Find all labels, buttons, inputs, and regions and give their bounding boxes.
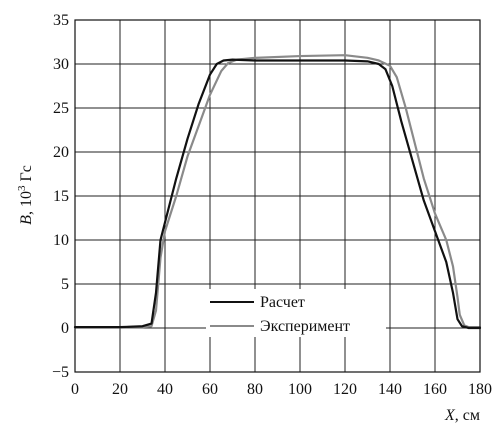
x-tick-label: 100	[288, 381, 312, 398]
x-tick-label: 60	[202, 381, 218, 398]
legend-background	[206, 289, 386, 337]
y-tick-label: 35	[53, 12, 69, 29]
x-axis-var: X	[444, 407, 456, 424]
x-axis-label: X, см	[444, 407, 480, 424]
x-axis-unit: , см	[455, 407, 480, 424]
x-tick-label: 80	[247, 381, 263, 398]
y-tick-label: −5	[52, 364, 69, 381]
series-line-exp	[73, 54, 482, 329]
y-tick-label: 5	[61, 276, 69, 293]
y-axis-prefix: , 10	[18, 191, 35, 215]
plot-frame	[74, 19, 481, 373]
y-tick-label: 10	[53, 232, 69, 249]
y-axis-label: B, 103 Гс	[16, 165, 35, 225]
x-tick-label: 160	[423, 381, 447, 398]
y-tick-label: 25	[53, 100, 69, 117]
legend: Расчет Эксперимент	[206, 289, 386, 337]
y-axis-sup: 3	[16, 185, 28, 191]
legend-label-calc: Расчет	[260, 294, 305, 311]
y-tick-label: 20	[53, 144, 69, 161]
x-tick-label: 40	[157, 381, 173, 398]
grid	[75, 20, 480, 372]
y-axis-var: B	[18, 215, 35, 225]
legend-label-exp: Эксперимент	[260, 318, 350, 335]
x-tick-label: 20	[112, 381, 128, 398]
y-tick-label: 30	[53, 56, 69, 73]
series-lines	[73, 54, 482, 330]
y-tick-label: 0	[61, 320, 69, 337]
x-tick-label: 0	[71, 381, 79, 398]
y-axis-unit: Гс	[18, 165, 35, 185]
y-tick-label: 15	[53, 188, 69, 205]
x-tick-label: 140	[378, 381, 402, 398]
x-tick-label: 120	[333, 381, 357, 398]
x-tick-label: 180	[468, 381, 492, 398]
series-line-calc	[73, 58, 482, 330]
